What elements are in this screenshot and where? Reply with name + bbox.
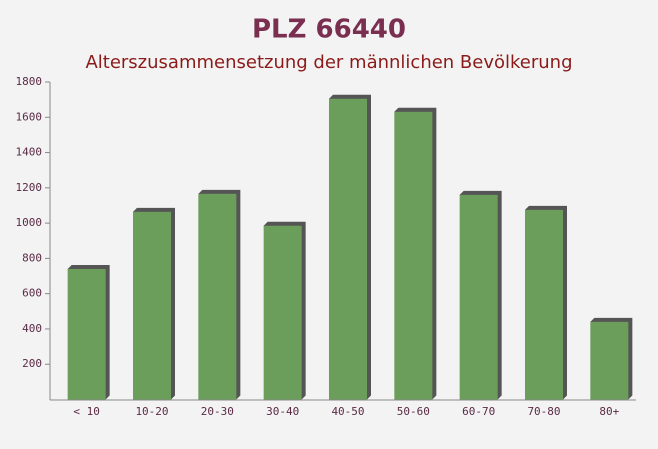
y-tick-label: 1800 (16, 75, 43, 88)
bar (67, 268, 106, 400)
bar (263, 225, 302, 400)
bar (459, 194, 498, 400)
chart-title: PLZ 66440 (252, 15, 406, 45)
x-tick-label: 50-60 (397, 405, 430, 418)
x-tick-label: 80+ (599, 405, 619, 418)
x-tick-label: 70-80 (527, 405, 560, 418)
bar (525, 209, 563, 400)
y-tick-label: 1400 (16, 146, 43, 159)
bar (329, 98, 367, 400)
y-tick-label: 1600 (16, 110, 43, 123)
y-tick-label: 800 (22, 251, 42, 264)
y-tick-label: 600 (22, 287, 42, 300)
y-tick-label: 1200 (16, 181, 43, 194)
x-tick-label: 20-30 (201, 405, 234, 418)
bar (590, 321, 629, 400)
bar (133, 211, 171, 400)
x-tick-label: 10-20 (135, 405, 168, 418)
x-tick-label: < 10 (73, 405, 100, 418)
y-tick-label: 200 (22, 357, 42, 370)
bar (394, 111, 433, 400)
y-tick-label: 400 (22, 322, 42, 335)
x-tick-label: 60-70 (462, 405, 495, 418)
bar (198, 193, 237, 400)
x-tick-label: 30-40 (266, 405, 299, 418)
y-tick-label: 1000 (16, 216, 43, 229)
x-tick-label: 40-50 (331, 405, 364, 418)
chart-subtitle: Alterszusammensetzung der männlichen Bev… (85, 52, 572, 73)
